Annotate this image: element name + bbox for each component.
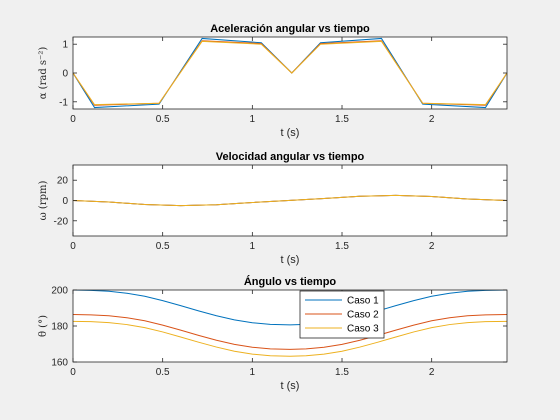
accel-y-axis-label: α (rad s⁻²): [38, 47, 49, 100]
angle-x-tick-label: 0.5: [156, 367, 170, 378]
accel-series-3-line: [73, 40, 507, 106]
veloc-y-tick-label: 20: [57, 176, 69, 187]
veloc-x-tick-label: 1: [250, 241, 256, 252]
angle-legend-label-3: Caso 3: [347, 324, 379, 335]
veloc-x-tick-label: 2: [429, 241, 435, 252]
veloc-y-tick-label: -20: [54, 216, 69, 227]
angle-series-3-line: [73, 320, 507, 357]
angle-series-1-line: [73, 290, 507, 326]
angle-x-tick-label: 2: [429, 367, 435, 378]
accel-x-tick-label: 2: [429, 114, 435, 125]
angle-y-tick-label: 200: [51, 286, 68, 297]
veloc-series-3-line: [73, 194, 507, 207]
accel-plot-area: [73, 37, 507, 109]
veloc-x-tick-label: 0.5: [156, 241, 170, 252]
veloc-y-axis-label: ω (rpm): [38, 181, 49, 221]
accel-x-tick-label: 0: [70, 114, 76, 125]
accel-y-tick-label: 0: [62, 69, 68, 80]
angle-legend-label-2: Caso 2: [347, 310, 379, 321]
veloc-x-axis-label: t (s): [281, 254, 300, 266]
angle-title: Ángulo vs tiempo: [244, 275, 337, 288]
angle-y-tick-label: 180: [51, 322, 68, 333]
veloc-x-tick-label: 1.5: [335, 241, 349, 252]
angle-x-tick-label: 1.5: [335, 367, 349, 378]
accel-y-tick-label: -1: [59, 97, 68, 108]
angle-x-tick-label: 0: [70, 367, 76, 378]
veloc-axes: 0 0.5 1 1.5 2 -20 0 20 Velocidad angular vs tiem…: [38, 151, 508, 266]
angle-legend: Caso 1 Caso 2 Caso 3: [299, 290, 385, 339]
accel-y-tick-label: 1: [62, 40, 68, 51]
veloc-x-tick-label: 0: [70, 241, 76, 252]
angle-series-2-line: [73, 313, 507, 350]
accel-title: Aceleración angular vs tiempo: [210, 23, 370, 35]
accel-x-tick-label: 1.5: [335, 114, 349, 125]
angle-y-tick-label: 160: [51, 358, 68, 369]
angle-x-tick-label: 1: [250, 367, 256, 378]
accel-x-axis-label: t (s): [281, 127, 300, 139]
veloc-title: Velocidad angular vs tiempo: [216, 151, 365, 163]
accel-x-tick-label: 1: [250, 114, 256, 125]
accel-x-tick-label: 0.5: [156, 114, 170, 125]
angle-y-axis-label: θ (°): [38, 315, 49, 337]
angle-plot-area: [73, 290, 507, 362]
angle-x-axis-label: t (s): [281, 380, 300, 392]
angle-legend-label-1: Caso 1: [347, 296, 379, 307]
angle-axes: 0 0.5 1 1.5 2 160 180 200 Ángulo vs tiempo t (s) θ…: [38, 275, 508, 392]
veloc-y-tick-label: 0: [62, 196, 68, 207]
